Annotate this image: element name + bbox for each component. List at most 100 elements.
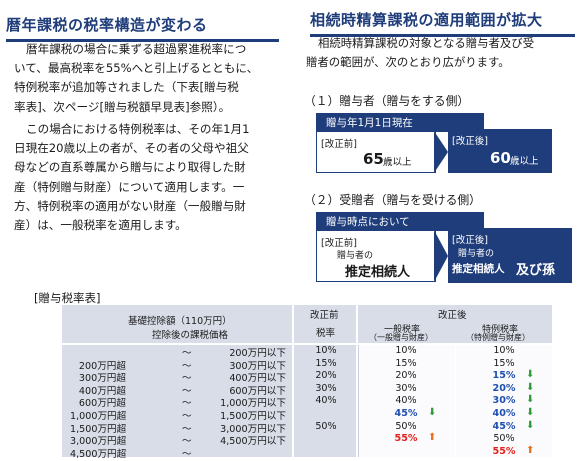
recipient-before-box: [改正前] 贈与者の 推定相続人 xyxy=(316,230,436,282)
before-label: [改正前] xyxy=(321,238,357,249)
general-rate: 55% xyxy=(394,433,418,445)
text-line: 産（特例贈与財産）について適用します。一 xyxy=(14,179,245,194)
before-rate: 20% xyxy=(315,370,337,382)
range-tilde: ～ xyxy=(182,423,192,435)
text-line: 産）は、一般税率を適用します。 xyxy=(14,218,187,233)
range-to: 600万円以下 xyxy=(229,385,286,397)
range-tilde: ～ xyxy=(182,436,192,448)
table-title: [贈与税率表] xyxy=(34,291,101,305)
tax-rate-table: 基礎控除額（110万円） 控除後の課税価格 改正前 税率 改正後 一般税率 （一… xyxy=(62,305,552,460)
after-label: [改正後] xyxy=(452,235,488,246)
special-rate: 15% xyxy=(492,370,516,382)
special-rate: 30% xyxy=(492,395,516,407)
table-row: 300万円超 ～ 400万円以下 20% 20% 15% ⬇ xyxy=(62,369,552,385)
table-row: 4,500万円超 ～ 55% ⬆ xyxy=(62,444,552,460)
arrow-down-icon: ⬇ xyxy=(526,419,535,431)
after-sub: 贈与者の xyxy=(458,249,495,259)
text-line: 日現在20歳以上の者が、その者の父母や祖父 xyxy=(14,141,249,156)
text-line: この場合における特例税率は、その年1月1 xyxy=(26,122,250,136)
range-tilde: ～ xyxy=(182,411,192,422)
header-after-cell xyxy=(358,305,552,343)
special-rate: 50% xyxy=(493,433,515,445)
after-heir: 推定相続人 xyxy=(452,263,505,275)
before-label: [改正前] xyxy=(321,139,357,150)
range-to: 300万円以下 xyxy=(229,360,286,372)
special-rate: 45% xyxy=(492,420,516,432)
text-line: 贈者の範囲が、次のとおり広がります。 xyxy=(306,55,510,69)
left-paragraph-2: この場合における特例税率は、その年1月1 日現在20歳以上の者が、その者の父母や… xyxy=(14,120,249,235)
before-unit: 歳以上 xyxy=(383,157,412,168)
donor-heading: （１）贈与者（贈与をする側） xyxy=(304,94,470,108)
after-label: [改正後] xyxy=(452,136,488,147)
range-tilde: ～ xyxy=(182,348,192,359)
arrow-down-icon: ⬇ xyxy=(428,407,437,418)
header-after-label: 改正後 xyxy=(438,310,467,321)
arrow-up-icon: ⬆ xyxy=(428,432,437,444)
text-line: 特例税率が追加等されました（下表[贈与税 xyxy=(14,80,239,95)
special-rate: 15% xyxy=(493,357,515,369)
table-row: 600万円超 ～ 1,000万円以下 40% 40% 30% ⬇ xyxy=(62,394,552,410)
special-rate: 40% xyxy=(492,408,516,419)
right-section-title: 相続時精算課税の適用範囲が拡大 xyxy=(310,9,575,37)
donor-date-bar: 贈与年1月1日現在 xyxy=(316,113,484,132)
text-line: いて、最高税率を55%へと引上げるとともに、 xyxy=(14,61,259,76)
chevron-right-icon xyxy=(434,230,448,282)
recipient-date-bar: 贈与時点において xyxy=(316,212,484,231)
range-to: 4,500万円以下 xyxy=(220,436,286,448)
after-grandchild: 及び孫 xyxy=(516,263,556,278)
header-before-cell xyxy=(294,305,356,343)
general-rate: 10% xyxy=(395,345,417,356)
general-rate: 45% xyxy=(394,408,418,419)
text-line: 方、特例税率の適用がない財産（一般贈与財 xyxy=(14,198,246,213)
general-column xyxy=(358,345,455,457)
arrow-down-icon: ⬇ xyxy=(526,381,535,393)
arrow-down-icon: ⬇ xyxy=(526,369,535,381)
arrow-down-icon: ⬇ xyxy=(526,407,535,418)
table-row: 1,500万円超 ～ 3,000万円以下 50% 50% 45% ⬇ xyxy=(62,419,552,435)
donor-after-box: [改正後] 60 歳以上 xyxy=(448,129,552,173)
header-special-label: 特例税率 xyxy=(482,325,519,335)
range-to: 1,500万円以下 xyxy=(220,411,286,422)
text-line: 相続時精算課税の対象となる贈与者及び受 xyxy=(318,36,535,50)
general-rate: 15% xyxy=(395,357,417,369)
after-age: 60 xyxy=(490,149,511,167)
table-row: 200万円超 ～ 300万円以下 15% 15% 15% xyxy=(62,357,552,372)
range-to: 400万円以下 xyxy=(229,373,286,385)
chevron-right-icon xyxy=(434,131,448,173)
range-from: 300万円超 xyxy=(78,373,126,385)
table-row: 400万円超 ～ 600万円以下 30% 30% 20% ⬇ xyxy=(62,381,552,397)
arrow-up-icon: ⬆ xyxy=(526,444,535,456)
general-rate: 30% xyxy=(395,382,417,394)
general-rate: 40% xyxy=(395,395,417,407)
range-from: 200万円超 xyxy=(78,360,126,372)
header-general-label: 一般税率 xyxy=(384,325,421,335)
right-paragraph: 相続時精算課税の対象となる贈与者及び受 贈者の範囲が、次のとおり広がります。 xyxy=(306,34,534,72)
arrow-down-icon: ⬇ xyxy=(526,394,535,406)
before-sub: 贈与者の xyxy=(337,251,374,261)
range-from: 600万円超 xyxy=(78,398,126,410)
range-tilde: ～ xyxy=(182,360,192,372)
range-from: 1,000万円超 xyxy=(70,411,127,422)
general-rate: 50% xyxy=(395,420,417,432)
range-tilde: ～ xyxy=(182,373,192,385)
range-tilde: ～ xyxy=(182,398,192,410)
general-rate: 20% xyxy=(395,370,417,382)
range-tilde: ～ xyxy=(182,385,192,397)
before-rate: 15% xyxy=(315,357,337,369)
range-from: 1,500万円超 xyxy=(70,423,127,435)
special-column xyxy=(456,345,552,457)
recipient-heading: （２）受贈者（贈与を受ける側） xyxy=(304,193,481,207)
before-heir: 推定相続人 xyxy=(345,265,411,280)
special-rate: 10% xyxy=(493,345,515,356)
range-to: 200万円以下 xyxy=(229,348,286,359)
before-rate: 10% xyxy=(315,345,337,356)
range-from: 400万円超 xyxy=(78,385,126,397)
header-base-cell xyxy=(62,305,292,343)
range-to: 3,000万円以下 xyxy=(220,423,286,435)
range-from: 4,500万円超 xyxy=(70,448,127,460)
header-before-sub: 税率 xyxy=(316,328,336,339)
table-row: 3,000万円超 ～ 4,500万円以下 55% ⬆ 50% xyxy=(62,432,552,448)
left-paragraph-1: 暦年課税の場合に乗ずる超過累進税率につ いて、最高税率を55%へと引上げるととも… xyxy=(14,40,258,117)
text-line: 率表]、次ページ[贈与税額早見表]参照）。 xyxy=(14,99,231,114)
range-column xyxy=(62,345,292,457)
